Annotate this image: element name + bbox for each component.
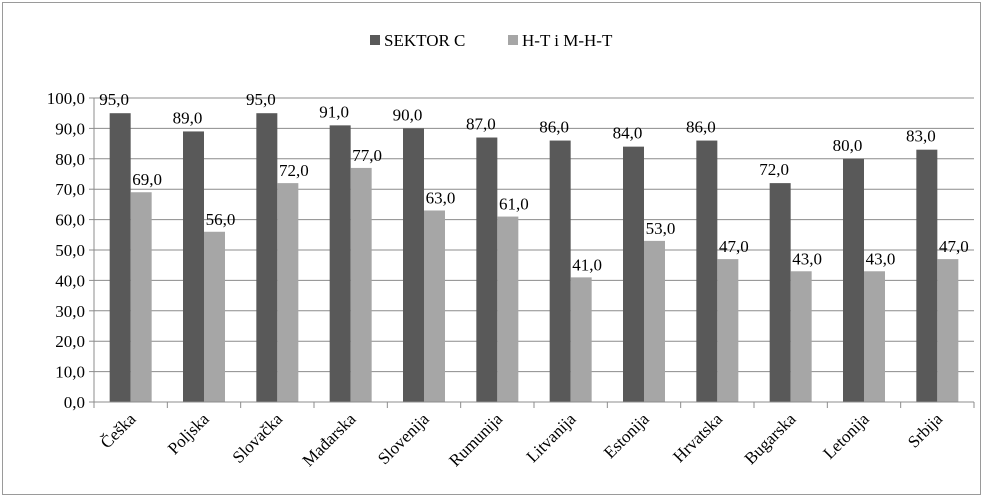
category-label: Slovačka xyxy=(229,409,287,467)
y-tick-label: 50,0 xyxy=(55,241,85,260)
bar xyxy=(717,259,739,402)
y-tick-label: 0,0 xyxy=(64,393,85,412)
category-label: Litvanija xyxy=(523,409,580,466)
y-tick-label: 30,0 xyxy=(55,302,85,321)
data-label: 53,0 xyxy=(646,219,676,238)
legend-swatch xyxy=(508,35,518,45)
category-label: Hrvatska xyxy=(669,409,726,466)
bar xyxy=(256,113,278,402)
data-label: 89,0 xyxy=(173,108,203,127)
category-label: Mađarska xyxy=(299,409,360,470)
category-label: Letonija xyxy=(819,409,873,463)
y-tick-label: 90,0 xyxy=(55,119,85,138)
data-label: 43,0 xyxy=(792,249,822,268)
legend-label: H-T i M-H-T xyxy=(522,31,613,50)
bar xyxy=(864,271,885,402)
bar xyxy=(403,128,424,402)
data-label: 72,0 xyxy=(279,161,309,180)
data-label: 87,0 xyxy=(466,115,496,134)
data-label: 90,0 xyxy=(393,105,423,124)
category-label: Bugarska xyxy=(741,409,800,468)
bar xyxy=(130,192,152,402)
y-tick-label: 100,0 xyxy=(47,89,85,108)
data-label: 95,0 xyxy=(99,90,129,109)
bar xyxy=(843,158,864,402)
bar xyxy=(204,231,225,402)
bar xyxy=(183,131,204,402)
data-label: 61,0 xyxy=(499,195,529,214)
legend: SEKTOR C H-T i M-H-T xyxy=(370,31,613,50)
bar xyxy=(476,137,498,402)
data-label: 69,0 xyxy=(132,170,162,189)
bar xyxy=(623,146,644,402)
bar xyxy=(570,277,592,402)
x-axis-category-labels: Češka Poljska Slovačka Mađarska Slovenija Rum… xyxy=(97,409,947,470)
data-label: 72,0 xyxy=(759,160,789,179)
data-label: 95,0 xyxy=(246,90,276,109)
data-label: 63,0 xyxy=(426,188,456,207)
data-label: 47,0 xyxy=(719,237,749,256)
y-tick-label: 20,0 xyxy=(55,332,85,351)
data-label: 86,0 xyxy=(686,118,716,137)
axes xyxy=(89,97,975,408)
category-label: Srbija xyxy=(904,409,946,451)
y-tick-label: 70,0 xyxy=(55,180,85,199)
gridlines xyxy=(94,97,974,373)
bar xyxy=(350,167,372,402)
bar xyxy=(937,259,959,402)
data-label: 91,0 xyxy=(319,102,349,121)
category-label: Slovenija xyxy=(374,409,433,468)
category-label: Estonija xyxy=(600,409,653,462)
category-label: Rumunija xyxy=(445,409,506,470)
category-label: Češka xyxy=(97,409,140,452)
legend-swatch xyxy=(370,35,380,45)
y-tick-label: 40,0 xyxy=(55,271,85,290)
data-label: 80,0 xyxy=(833,136,863,155)
y-axis-tick-labels: 0,0 10,0 20,0 30,0 40,0 50,0 60,0 70,0 80,0 90,0 1… xyxy=(47,89,85,412)
bar xyxy=(696,140,718,402)
bar xyxy=(769,183,791,402)
bar xyxy=(424,210,445,402)
bar xyxy=(644,240,665,402)
bar xyxy=(916,149,938,402)
bar xyxy=(790,271,812,402)
y-tick-label: 80,0 xyxy=(55,150,85,169)
bar xyxy=(497,216,519,402)
bars xyxy=(109,113,959,403)
data-label: 84,0 xyxy=(613,124,643,143)
bar xyxy=(549,140,571,402)
bar xyxy=(109,113,131,402)
data-label: 47,0 xyxy=(939,237,969,256)
data-label: 56,0 xyxy=(206,210,236,229)
data-label: 41,0 xyxy=(572,255,602,274)
y-tick-label: 10,0 xyxy=(55,363,85,382)
data-label: 86,0 xyxy=(539,118,569,137)
data-label: 83,0 xyxy=(906,127,936,146)
legend-label: SEKTOR C xyxy=(384,31,465,50)
data-label: 43,0 xyxy=(866,249,896,268)
bar xyxy=(329,125,351,403)
data-label: 77,0 xyxy=(352,146,382,165)
bar xyxy=(277,183,299,402)
data-labels: 95,0 69,0 89,0 56,0 95,0 72,0 91,0 77,0 90,0 63,0… xyxy=(99,90,968,274)
category-label: Poljska xyxy=(164,409,213,458)
y-tick-label: 60,0 xyxy=(55,211,85,230)
